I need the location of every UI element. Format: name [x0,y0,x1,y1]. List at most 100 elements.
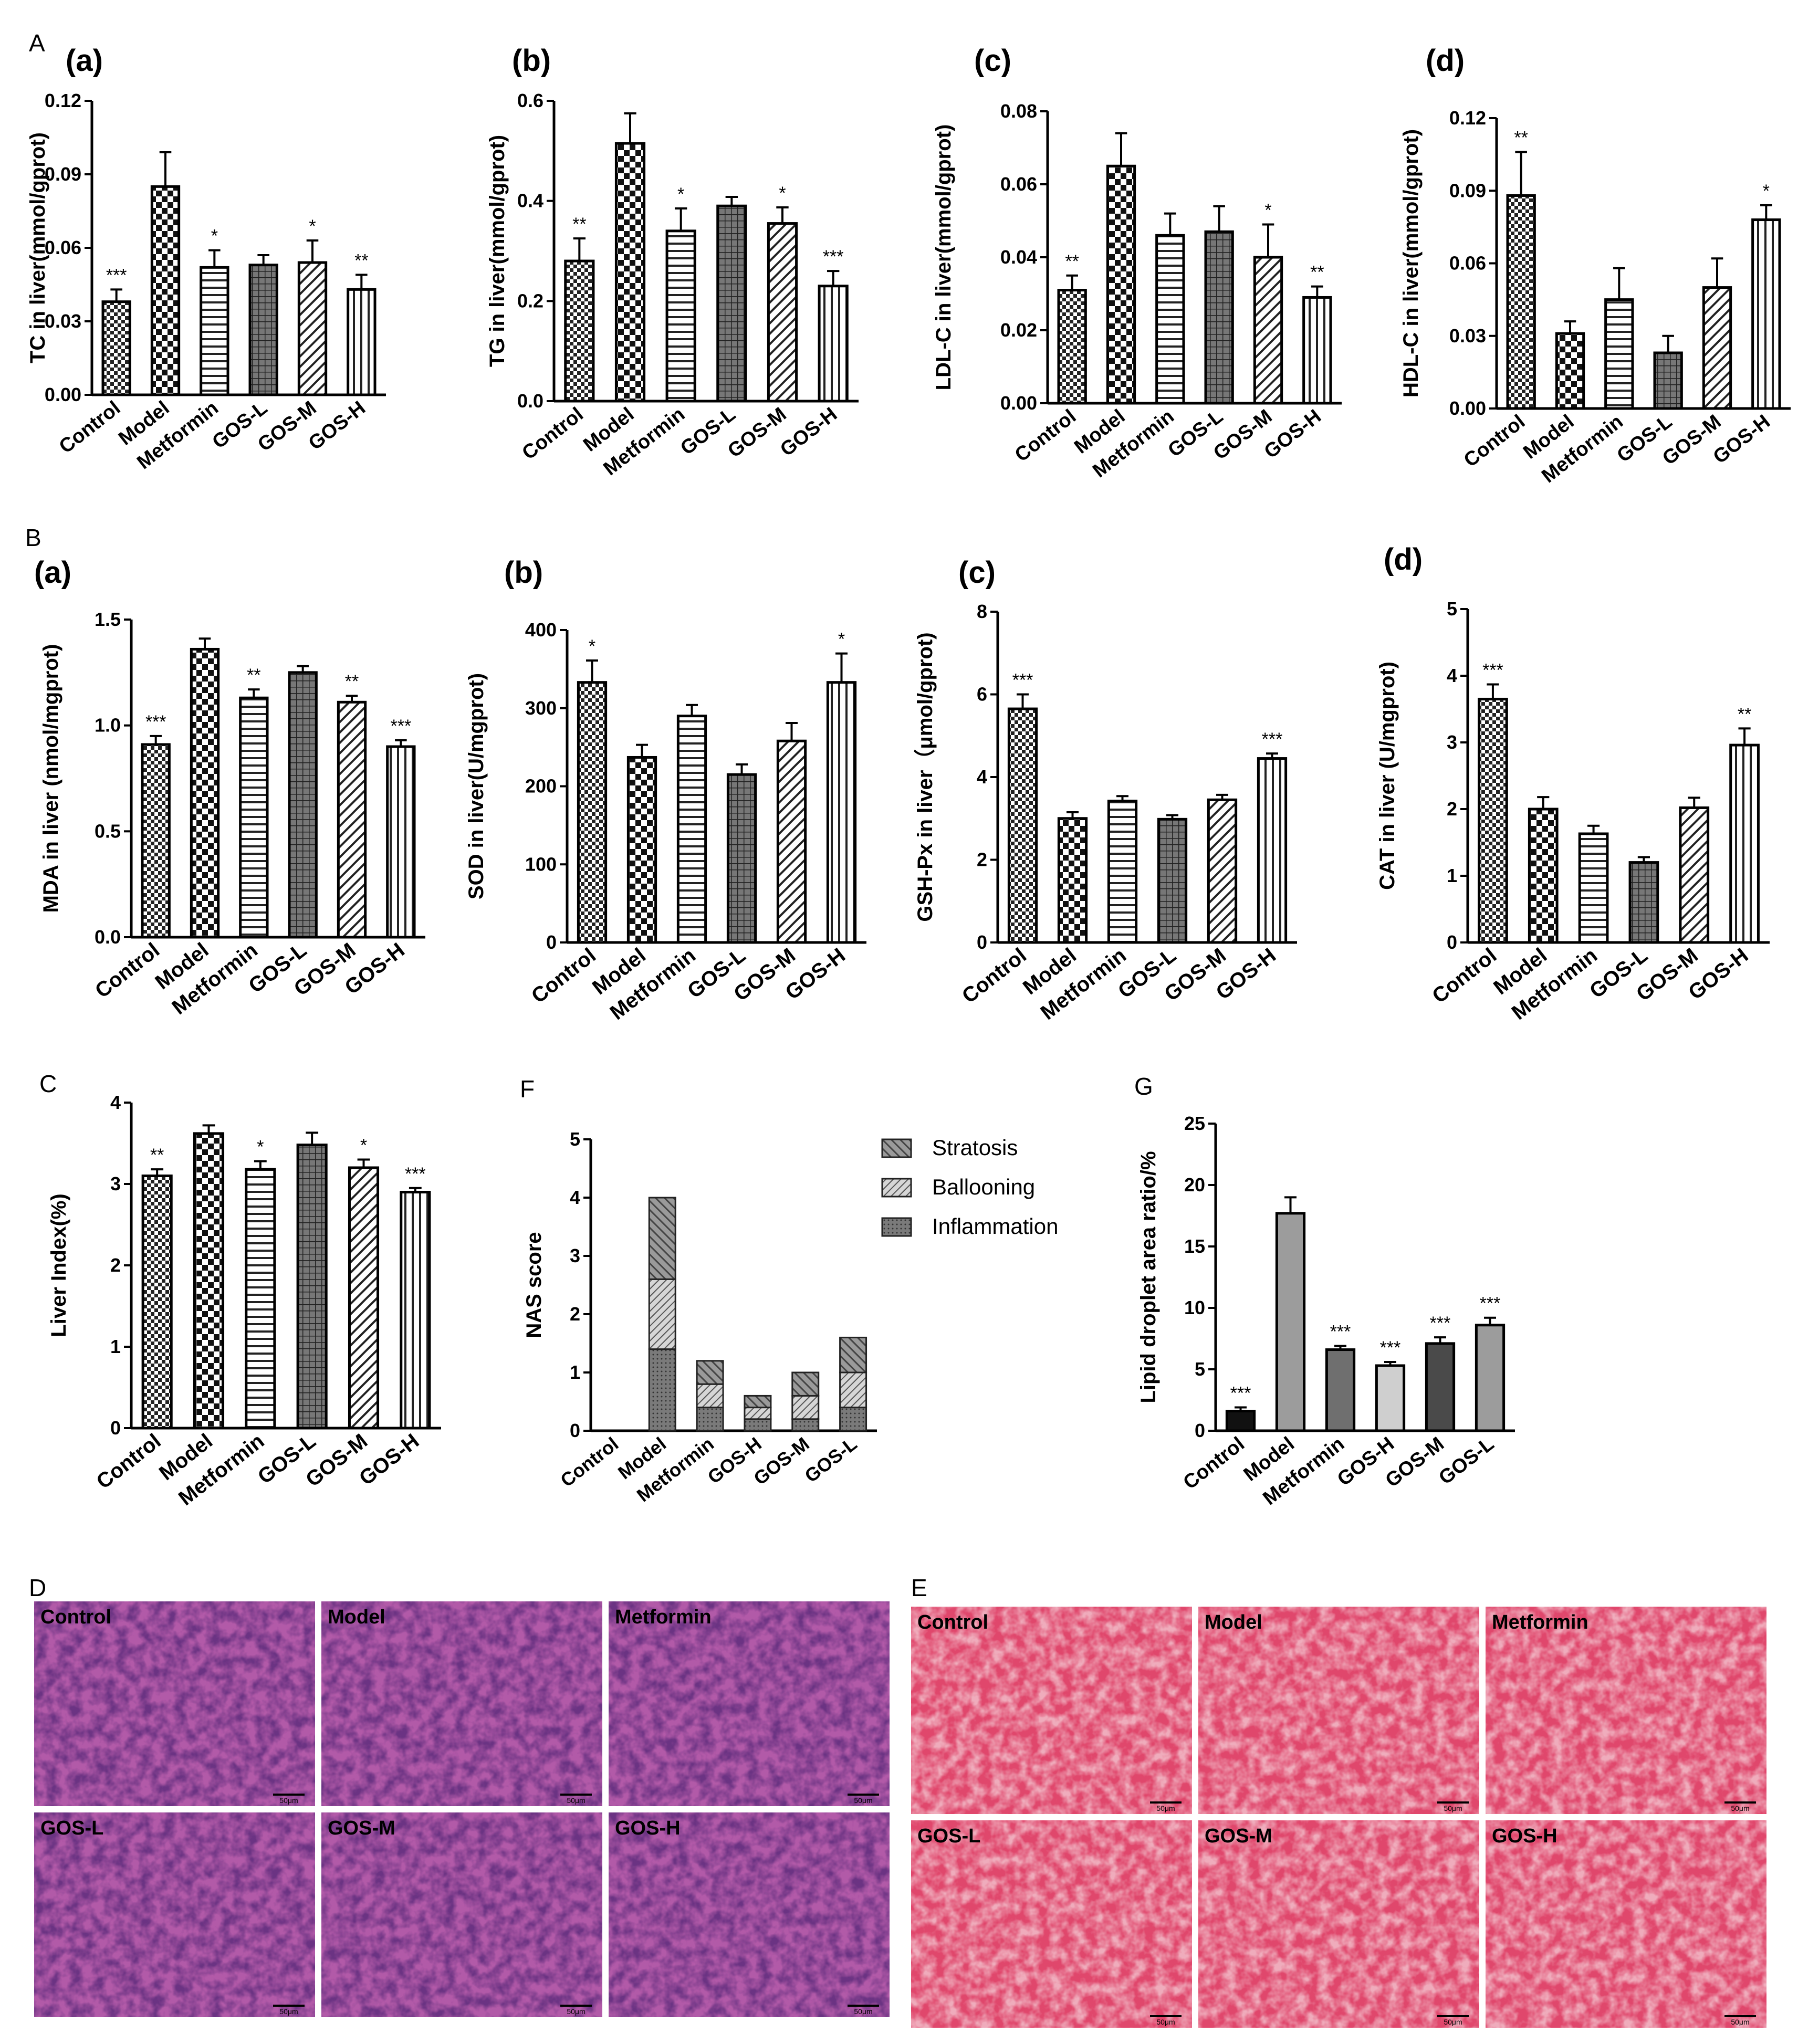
scale-bar-label: 50μm [1731,1804,1749,1812]
histology-tile: Model 50μm [1198,1607,1479,1814]
bar [245,1168,276,1430]
bar [826,681,857,944]
y-tick-label: 5 [1195,1358,1205,1380]
x-tick-label: GOS-M [749,1433,813,1489]
y-tick-label: 0.09 [1449,180,1486,201]
he-stain-panel: Control 50μm Model 50μm Metformin 50μm GOS-L 50… [34,1601,890,2017]
scale-bar-label: 50μm [567,1796,585,1805]
chart-title: (b) [504,555,543,590]
y-tick-label: 0.12 [1449,107,1486,129]
scale-bar-label: 50μm [1444,1804,1462,1812]
y-tick-label: 0.00 [1449,397,1486,419]
x-tick-label: Control [1428,944,1501,1008]
y-axis-label: Liver Index(%) [47,1193,70,1337]
y-tick-label: 0 [1195,1420,1205,1441]
y-tick-label: 0.0 [95,926,121,948]
x-tick-label: GOS-L [800,1433,861,1486]
significance-label: * [1264,200,1271,220]
y-tick-label: 0.00 [1000,392,1037,414]
tissue-texture [609,1812,890,2017]
y-tick-label: 1 [570,1361,580,1383]
y-axis-label: MDA in liver (nmol/mgprot) [39,644,62,913]
x-tick-label: Control [518,403,588,464]
bar [1604,298,1634,410]
y-tick-label: 400 [525,619,557,641]
scale-bar-label: 50μm [854,1796,872,1805]
bar-inflammation [696,1407,724,1432]
bar-inflammation [648,1348,676,1432]
histology-tile: Model 50μm [321,1601,602,1806]
scale-bar-label: 50μm [1731,2018,1749,2026]
y-tick-label: 6 [977,684,987,705]
chart-hdl-liver: (d) 0.00 0.03 0.06 0.09 0.12 HDL-C in liver(mm… [1399,44,1791,487]
significance-label: ** [247,665,260,685]
x-tick-label: GOS-H [1709,411,1774,468]
bar [1528,808,1559,944]
y-tick-label: 0.0 [517,390,543,412]
tissue-texture [1198,1607,1479,1814]
significance-label: *** [1480,1294,1501,1314]
tile-label: GOS-L [917,1825,980,1847]
tissue-texture [34,1812,315,2017]
bar [1729,743,1760,944]
y-tick-label: 100 [525,853,557,875]
panel-letter-a: A [29,29,45,57]
x-tick-label: GOS-H [355,1429,423,1490]
bar [1302,296,1332,405]
bar [1107,800,1138,944]
significance-label: * [211,226,218,246]
bar [1257,757,1288,944]
significance-label: *** [823,247,844,267]
y-axis-label: TG in liver(mmol/gprot) [486,135,509,367]
bar [1204,230,1234,405]
y-tick-label: 0.06 [1449,253,1486,274]
chart-title: (d) [1426,44,1465,78]
tissue-texture [609,1601,890,1806]
tissue-texture [911,1820,1192,2028]
tile-label: GOS-M [328,1817,395,1839]
y-tick-label: 4 [110,1092,121,1113]
bar [776,739,807,944]
bar [200,266,229,396]
y-axis-label: SOD in liver(U/mgprot) [465,673,488,899]
y-tick-label: 8 [977,601,987,622]
bar [818,285,849,403]
bar-ballooning [839,1371,867,1409]
legend-swatch [881,1138,912,1158]
y-tick-label: 0 [546,931,557,953]
bar [1478,697,1508,944]
histology-tile: GOS-L 50μm [911,1820,1192,2028]
bar [614,142,646,403]
significance-label: * [779,183,786,203]
x-tick-label: Control [92,1429,165,1493]
tissue-texture [34,1601,315,1806]
bar [348,1166,380,1430]
scale-bar-label: 50μm [279,1796,298,1805]
significance-label: *** [145,712,166,732]
y-tick-label: 1.5 [95,609,121,630]
bar-inflammation [839,1407,867,1432]
oil-red-panel: Control 50μm Model 50μm Metformin 50μm GOS-L 50… [911,1607,1766,2028]
y-axis-label: HDL-C in liver(mmol/gprot) [1399,129,1423,397]
legend-label: Stratosis [932,1135,1018,1160]
significance-label: *** [1330,1322,1351,1342]
scale-bar-label: 50μm [279,2007,298,2016]
y-tick-label: 0.08 [1000,100,1037,122]
histology-tile: GOS-M 50μm [1198,1820,1479,2028]
bar [296,1144,328,1430]
bar [288,671,318,939]
chart-title: (c) [974,44,1011,78]
histology-tile: Control 50μm [911,1607,1192,1814]
bar [1207,798,1238,944]
bar [1007,707,1038,944]
chart-title: (c) [958,555,996,590]
y-tick-label: 0.4 [517,190,543,212]
bar [726,773,757,944]
bar [1578,832,1609,944]
tissue-texture [321,1812,602,2017]
significance-label: ** [1065,251,1079,271]
bar [1275,1212,1306,1432]
